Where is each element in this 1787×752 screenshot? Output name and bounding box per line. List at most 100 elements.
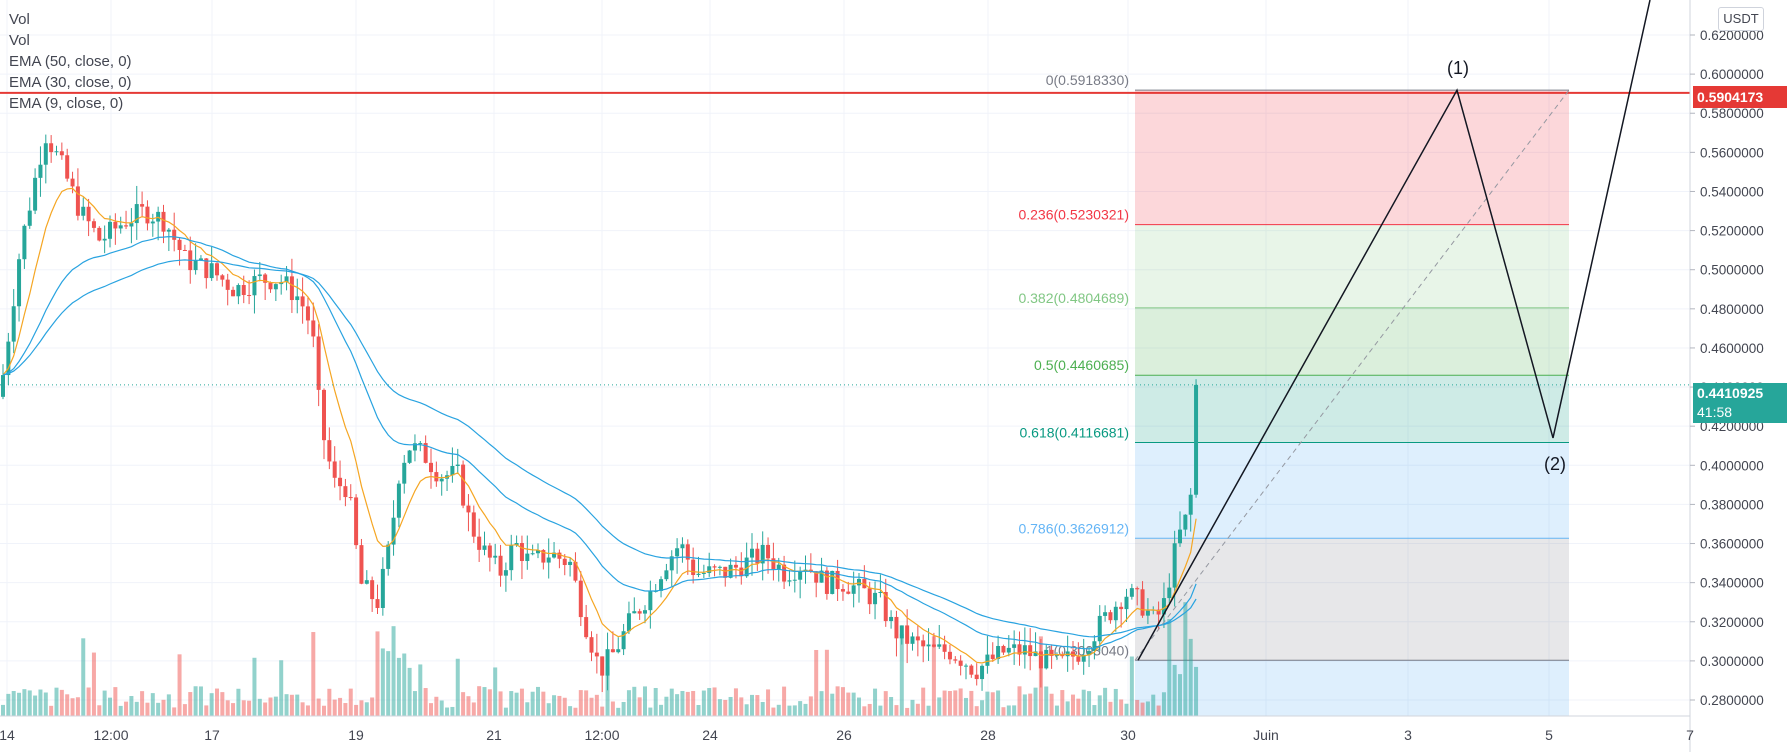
- candle-body: [744, 557, 749, 577]
- candle-body: [359, 545, 364, 584]
- volume-bar: [70, 698, 75, 716]
- volume-bar: [445, 707, 450, 716]
- volume-bar: [386, 651, 391, 716]
- volume-bar: [124, 701, 129, 716]
- volume-bar: [675, 694, 680, 716]
- candle-body: [685, 544, 690, 560]
- candle-body: [354, 497, 359, 546]
- candle-body: [701, 572, 706, 574]
- fib-zone: [1135, 375, 1569, 443]
- candle-body: [621, 631, 626, 650]
- candle-body: [129, 223, 134, 227]
- current-price-value: 0.4410925: [1697, 385, 1764, 401]
- candle-body: [910, 636, 915, 644]
- volume-bar: [1071, 694, 1075, 716]
- volume-bar: [519, 688, 524, 716]
- price-axis-background: [1690, 0, 1787, 752]
- volume-bar: [97, 705, 102, 716]
- candle-body: [498, 555, 503, 576]
- legend-vol-1[interactable]: Vol: [9, 11, 30, 28]
- volume-bar: [1001, 707, 1006, 716]
- volume-bar: [305, 705, 310, 716]
- volume-bar: [1183, 602, 1188, 716]
- candle-body: [1129, 588, 1134, 597]
- candle-body: [632, 611, 637, 614]
- legend-ema-50[interactable]: EMA (50, close, 0): [9, 53, 132, 70]
- volume-bar: [787, 705, 792, 716]
- candle-body: [1103, 612, 1108, 616]
- candle-body: [295, 296, 300, 301]
- candle-body: [102, 238, 107, 241]
- candle-body: [980, 665, 985, 680]
- candle-body: [75, 186, 80, 216]
- price-axis: 0.6200000 0.6000000 0.5800000 0.5600000 0.54…: [1689, 0, 1787, 752]
- volume-bar: [915, 703, 920, 716]
- volume-bar: [707, 688, 712, 716]
- candle-body: [915, 636, 920, 641]
- volume-bar: [177, 654, 182, 716]
- volume-bar: [594, 694, 599, 716]
- volume-bar: [536, 686, 540, 716]
- candle-body: [65, 155, 70, 179]
- candle-body: [375, 599, 380, 608]
- candle-body: [626, 613, 631, 632]
- volume-bar: [610, 701, 615, 716]
- volume-bar: [728, 696, 733, 716]
- candle-body: [284, 276, 289, 283]
- volume-bar: [530, 691, 535, 716]
- volume-bar: [723, 699, 728, 716]
- candle-body: [81, 206, 86, 216]
- volume-bar: [771, 707, 776, 716]
- volume-bar: [1097, 695, 1102, 716]
- volume-bar: [632, 686, 637, 716]
- volume-bar: [380, 648, 385, 716]
- volume-bar: [883, 691, 888, 716]
- volume-bar: [156, 702, 161, 716]
- candle-body: [857, 578, 861, 586]
- candle-body: [161, 211, 166, 232]
- candle-body: [97, 227, 102, 241]
- candle-body: [996, 645, 1001, 660]
- candle-body: [573, 561, 578, 581]
- volume-bar: [43, 692, 48, 716]
- candle-body: [1135, 588, 1140, 590]
- candle-body: [322, 389, 326, 441]
- currency-unit-button[interactable]: USDT: [1718, 7, 1764, 31]
- volume-bar: [375, 631, 380, 716]
- volume-bar: [643, 686, 647, 716]
- candle-body: [391, 517, 396, 545]
- candle-body: [1183, 514, 1188, 530]
- candle-body: [1049, 649, 1054, 656]
- volume-bar: [899, 634, 904, 716]
- candle-body: [59, 151, 64, 156]
- candle-body: [610, 649, 615, 653]
- candle-body: [546, 557, 551, 563]
- legend-vol-2[interactable]: Vol: [9, 32, 30, 49]
- volume-bar: [1017, 686, 1022, 716]
- candle-body: [1172, 543, 1177, 588]
- candle-body: [568, 561, 573, 566]
- volume-bar: [1081, 689, 1086, 716]
- volume-bar: [894, 705, 899, 716]
- volume-bar: [685, 691, 690, 716]
- candle-body: [958, 660, 963, 666]
- candle-body: [429, 462, 433, 473]
- fib-level-label: 0.5(0.4460685): [1034, 357, 1129, 373]
- candle-body: [1081, 654, 1086, 662]
- candle-body: [1167, 587, 1172, 599]
- volume-bar: [113, 687, 118, 716]
- legend-ema-30[interactable]: EMA (30, close, 0): [9, 74, 132, 91]
- time-tick-label: 24: [702, 727, 718, 743]
- candle-body: [819, 570, 824, 583]
- volume-bar: [118, 705, 123, 716]
- candle-body: [434, 472, 439, 482]
- candle-body: [27, 210, 32, 226]
- volume-bar: [1108, 701, 1113, 716]
- volume-bar: [1124, 703, 1129, 716]
- volume-bar: [17, 692, 22, 716]
- candle-body: [1012, 644, 1017, 648]
- legend-ema-9[interactable]: EMA (9, close, 0): [9, 95, 124, 112]
- volume-bar: [1119, 699, 1124, 716]
- candle-body: [937, 644, 942, 647]
